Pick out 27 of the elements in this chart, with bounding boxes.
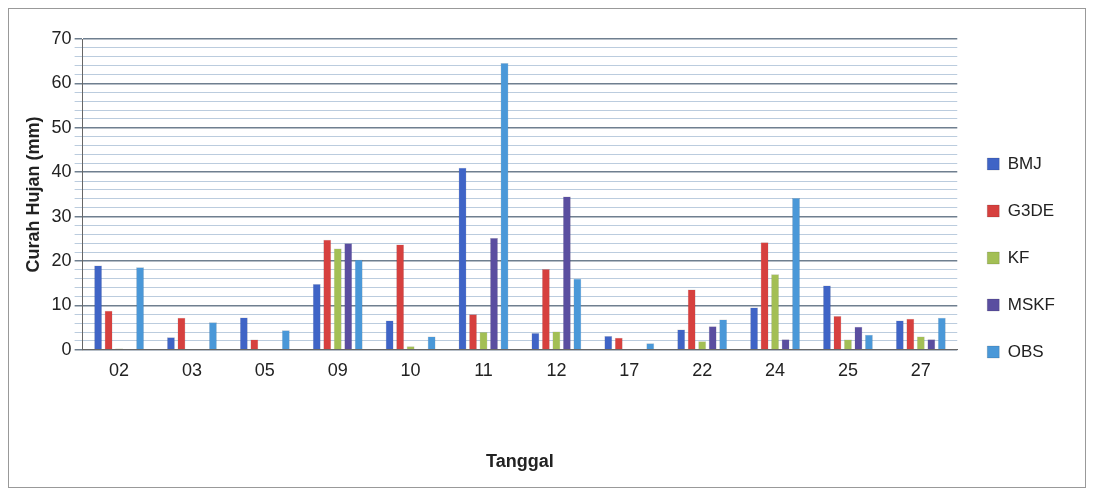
y-tick-label: 10 <box>51 294 72 315</box>
legend-label: G3DE <box>1007 200 1055 220</box>
x-axis-title: Tanggal <box>486 451 554 472</box>
x-tick-label: 12 <box>546 359 567 380</box>
y-tick-label: 60 <box>51 72 72 93</box>
y-axis-title: Curah Hujan (mm) <box>22 116 43 273</box>
x-tick-label: 11 <box>474 359 493 380</box>
x-tick-label: 27 <box>910 359 931 380</box>
y-tick-label: 40 <box>51 161 72 182</box>
x-tick-label: 05 <box>254 359 275 380</box>
x-tick-label: 03 <box>181 359 202 380</box>
y-tick-label: 70 <box>51 27 72 48</box>
x-tick-label: 25 <box>837 359 858 380</box>
legend-label: OBS <box>1007 341 1044 361</box>
x-tick-label: 10 <box>400 359 421 380</box>
x-tick-label: 17 <box>619 359 640 380</box>
x-tick-label: 22 <box>692 359 713 380</box>
x-tick-label: 02 <box>109 359 130 380</box>
legend-label: BMJ <box>1007 153 1042 173</box>
y-tick-label: 20 <box>51 249 72 270</box>
x-tick-label: 09 <box>327 359 348 380</box>
x-tick-label: 24 <box>765 359 786 380</box>
y-tick-label: 30 <box>51 205 72 226</box>
legend-label: KF <box>1007 247 1030 267</box>
y-tick-label: 0 <box>61 338 72 359</box>
y-tick-label: 50 <box>51 116 72 137</box>
legend-label: MSKF <box>1007 294 1056 314</box>
